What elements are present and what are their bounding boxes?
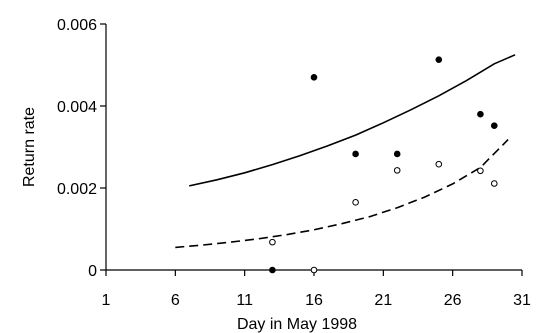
open-data-point	[490, 180, 498, 187]
series-points	[269, 56, 498, 274]
filled-data-point	[352, 150, 359, 158]
series-lines	[175, 54, 516, 249]
y-tick-label: 0.006	[57, 17, 97, 34]
x-ticks: 1 6 11 16 21 26 31	[102, 270, 531, 309]
fitted-curve-dashed	[175, 139, 509, 249]
y-tick-label: 0.002	[57, 181, 97, 198]
open-data-point	[477, 167, 484, 175]
y-tick-label: 0.004	[57, 99, 97, 116]
filled-data-point	[435, 56, 443, 63]
filled-data-point	[393, 150, 401, 158]
open-data-point	[310, 266, 318, 274]
x-axis-title: Day in May 1998	[237, 316, 357, 333]
x-tick-label: 16	[305, 292, 323, 309]
open-data-point	[435, 160, 443, 168]
x-tick-label: 31	[513, 292, 531, 309]
x-tick-label: 21	[374, 292, 392, 309]
y-axis-title: Return rate	[21, 107, 38, 187]
x-tick-label: 6	[171, 292, 180, 309]
y-ticks: 0 0.002 0.004 0.006	[57, 17, 106, 280]
y-tick-label: 0	[88, 263, 97, 280]
filled-data-point	[477, 110, 484, 118]
open-data-point	[393, 167, 401, 174]
filled-data-point	[269, 266, 276, 274]
filled-data-point	[310, 74, 318, 81]
open-data-point	[269, 238, 276, 246]
fitted-curve-solid	[189, 54, 516, 187]
filled-data-point	[490, 122, 498, 129]
open-data-point	[352, 199, 359, 206]
x-tick-label: 11	[236, 292, 253, 309]
x-tick-label: 26	[444, 292, 462, 309]
x-tick-label: 1	[102, 292, 111, 309]
